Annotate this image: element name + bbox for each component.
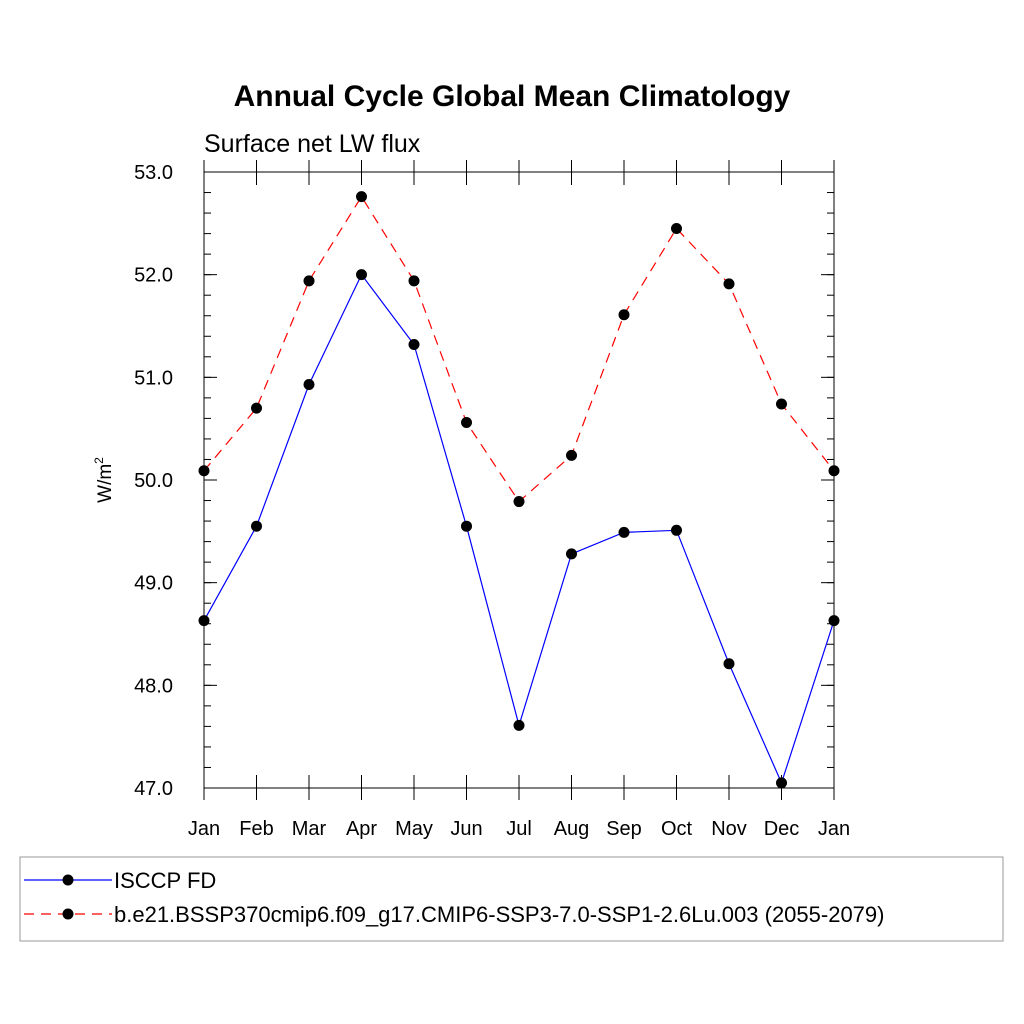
series-0-point: [776, 777, 787, 789]
series-0-point: [461, 520, 472, 532]
x-tick-label: Sep: [606, 818, 642, 840]
x-tick-label: Mar: [292, 818, 327, 840]
x-tick-label: Feb: [239, 818, 273, 840]
y-tick-label: 49.0: [134, 573, 173, 595]
y-axis-label-text: W/m: [95, 464, 116, 503]
y-tick-label: 48.0: [134, 675, 173, 697]
x-tick-label: Aug: [554, 818, 590, 840]
series-1-point: [408, 275, 420, 287]
series-0-point: [251, 520, 262, 532]
x-tick-label: Jan: [818, 818, 850, 840]
series-1-point: [776, 398, 787, 410]
series-0-point: [513, 719, 525, 731]
x-tick-label: Oct: [661, 818, 693, 840]
series-layer: [198, 191, 840, 789]
x-tick-label: Jul: [506, 818, 532, 840]
series-1-point: [723, 278, 735, 290]
series-1-point: [461, 417, 472, 429]
legend-label-1: b.e21.BSSP370cmip6.f09_g17.CMIP6-SSP3-7.…: [114, 902, 884, 927]
y-tick-label: 51.0: [134, 367, 173, 389]
y-tick-label: 47.0: [134, 778, 173, 800]
series-0-point: [723, 658, 735, 670]
chart-title: Annual Cycle Global Mean Climatology: [234, 80, 791, 113]
x-tick-label: Apr: [346, 818, 377, 840]
legend-marker-1: [62, 908, 74, 920]
series-line-1: [203, 195, 835, 503]
series-0-point: [408, 338, 420, 350]
x-tick-label: Jan: [188, 818, 220, 840]
chart-subtitle: Surface net LW flux: [204, 130, 421, 158]
x-axis: Jan Feb Mar Apr May Jun Jul Aug Sep Oct Nov Dec Jan: [188, 160, 850, 840]
plot-frame: [203, 171, 835, 789]
legend-marker-0: [62, 874, 74, 886]
legend-box: [19, 856, 1004, 942]
y-tick-label: 52.0: [134, 265, 173, 287]
plot-area-border: [203, 171, 835, 789]
series-0-point: [566, 548, 577, 560]
x-tick-label: Nov: [711, 818, 747, 840]
series-1-point: [671, 222, 682, 234]
y-tick-label: 53.0: [134, 162, 173, 184]
y-tick-label: 50.0: [134, 470, 173, 492]
series-1-point: [303, 275, 315, 287]
series-1-point: [251, 402, 262, 414]
series-1-point: [513, 496, 525, 508]
series-0-point: [356, 269, 367, 281]
x-tick-label: Jun: [450, 818, 482, 840]
series-1-point: [356, 191, 367, 203]
series-0-point: [671, 524, 682, 536]
series-0-point: [303, 379, 315, 391]
series-0-point: [198, 615, 210, 627]
legend: ISCCP FD b.e21.BSSP370cmip6.f09_g17.CMIP6…: [19, 856, 1004, 942]
series-1-point: [828, 465, 840, 477]
y-axis-label: W/m2: [92, 457, 116, 503]
series-0-point: [828, 615, 840, 627]
y-axis: 47.0 48.0 49.0 50.0 51.0 52.0 53.0: [134, 162, 834, 800]
series-0-point: [618, 526, 630, 538]
series-1-point: [618, 309, 630, 321]
y-axis-label-superscript: 2: [92, 457, 106, 464]
series-line-0: [203, 273, 835, 785]
x-tick-label: Dec: [764, 818, 800, 840]
x-tick-label: May: [395, 818, 433, 840]
series-1-point: [566, 449, 577, 461]
legend-label-0: ISCCP FD: [114, 868, 216, 893]
series-1-point: [198, 465, 210, 477]
